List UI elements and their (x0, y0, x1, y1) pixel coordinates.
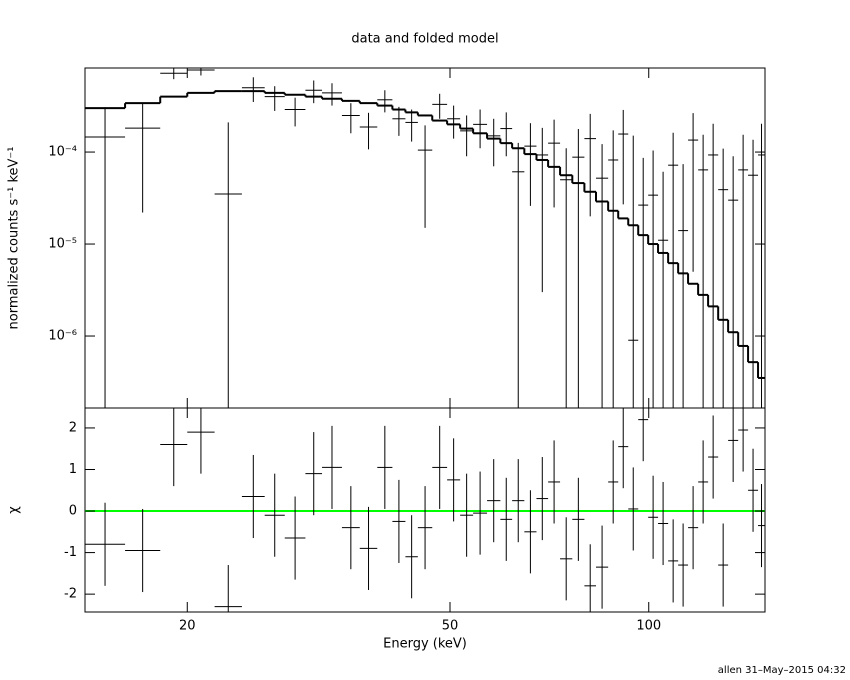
chart-title: data and folded model (351, 32, 498, 47)
y-tick-label: 10⁻⁶ (48, 329, 77, 344)
x-axis-label: Energy (keV) (383, 637, 467, 652)
y-tick-label: 1 (69, 462, 77, 477)
plot-area (85, 68, 765, 408)
y-tick-label: 10⁻⁵ (48, 237, 77, 252)
y-axis-label: χ (7, 506, 22, 514)
x-tick-label: 50 (442, 619, 459, 634)
y-tick-label: 2 (69, 420, 77, 435)
plot-frame (84, 407, 766, 613)
y-tick-label: 0 (69, 504, 77, 519)
plot-area (85, 408, 765, 612)
y-tick-label: 10⁻⁴ (48, 145, 77, 160)
y-tick-label: -1 (64, 545, 77, 560)
x-tick-label: 100 (636, 619, 661, 634)
y-tick-label: -2 (64, 587, 77, 602)
y-axis-label: normalized counts s⁻¹ keV⁻¹ (7, 147, 22, 330)
x-tick-label: 20 (179, 619, 196, 634)
footer: allen 31–May–2015 04:32 (718, 665, 846, 676)
